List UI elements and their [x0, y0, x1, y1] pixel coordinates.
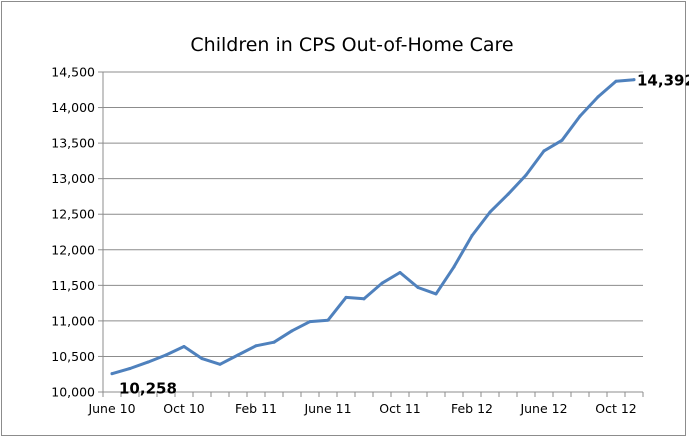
- series-line: [110, 78, 636, 376]
- data-point: [398, 271, 402, 275]
- data-labels: 10,258 14,392: [119, 72, 689, 398]
- data-point: [524, 173, 528, 177]
- y-tick-label: 13,000: [51, 171, 95, 186]
- data-point: [488, 210, 492, 214]
- x-tick-label: Oct 12: [595, 401, 637, 416]
- x-axis-tick-labels: June 10 Oct 10 Feb 11 June 11 Oct 11 Feb 12 Ju…: [87, 401, 636, 416]
- data-point: [434, 292, 438, 296]
- y-tick-label: 14,000: [51, 100, 95, 115]
- data-label: 14,392: [637, 72, 689, 90]
- data-point: [344, 295, 348, 299]
- y-tick-label: 12,000: [51, 242, 95, 257]
- data-point: [416, 285, 420, 289]
- x-tick-label: Feb 11: [235, 401, 277, 416]
- data-point: [200, 357, 204, 361]
- data-point: [452, 265, 456, 269]
- x-tick-label: June 12: [519, 401, 567, 416]
- data-point: [614, 79, 618, 83]
- data-point: [128, 367, 132, 371]
- x-tick-label: June 11: [303, 401, 351, 416]
- data-point: [362, 297, 366, 301]
- x-tick-label: Oct 11: [379, 401, 421, 416]
- data-point: [578, 114, 582, 118]
- data-point: [542, 149, 546, 153]
- data-point: [380, 281, 384, 285]
- data-point: [110, 372, 114, 376]
- chart-title: Children in CPS Out-of-Home Care: [190, 34, 513, 56]
- data-point: [506, 192, 510, 196]
- data-point: [254, 344, 258, 348]
- y-tick-label: 10,000: [51, 385, 95, 400]
- y-tick-label: 12,500: [51, 207, 95, 222]
- data-point: [272, 340, 276, 344]
- data-point: [308, 320, 312, 324]
- data-point: [560, 138, 564, 142]
- y-tick-label: 11,500: [51, 278, 95, 293]
- data-point: [326, 318, 330, 322]
- data-point: [236, 353, 240, 357]
- gridlines: [103, 71, 643, 357]
- x-tick-label: June 10: [87, 401, 135, 416]
- y-tick-label: 11,000: [51, 313, 95, 328]
- data-point: [182, 344, 186, 348]
- y-tick-label: 13,500: [51, 136, 95, 151]
- x-tick-label: Feb 12: [451, 401, 493, 416]
- data-point: [218, 362, 222, 366]
- data-point: [470, 234, 474, 238]
- axes: [98, 71, 644, 397]
- data-point: [164, 353, 168, 357]
- y-tick-label: 14,500: [51, 65, 95, 80]
- x-tick-label: Oct 10: [163, 401, 205, 416]
- data-point: [632, 78, 636, 82]
- series-group: [110, 78, 636, 376]
- data-point: [290, 329, 294, 333]
- data-label: 10,258: [119, 380, 177, 398]
- y-axis-tick-labels: 10,000 10,500 11,000 11,500 12,000 12,500 13,0…: [51, 65, 95, 400]
- data-point: [596, 95, 600, 99]
- y-tick-label: 10,500: [51, 349, 95, 364]
- data-point: [146, 360, 150, 364]
